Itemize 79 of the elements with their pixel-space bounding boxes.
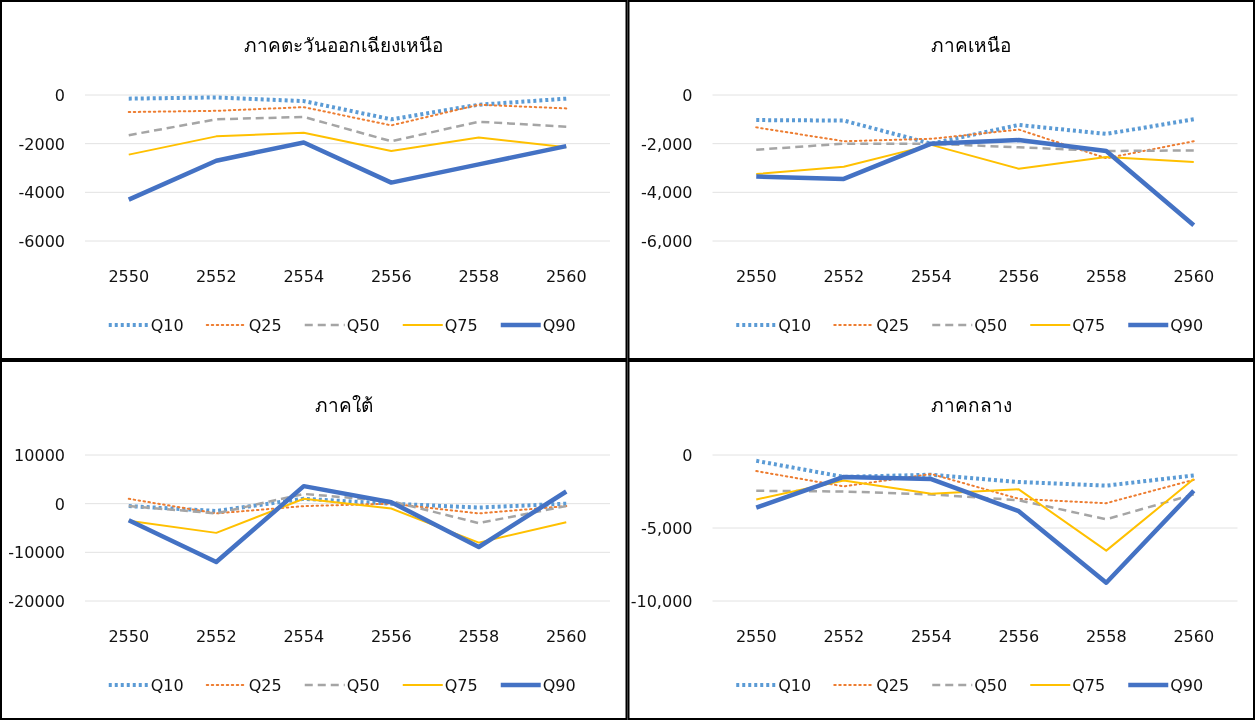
x-tick-label: 2558	[458, 627, 500, 646]
y-tick-label: -6,000	[640, 232, 693, 251]
legend-label: Q50	[974, 676, 1008, 695]
legend-label: Q25	[876, 316, 910, 335]
x-tick-label: 2558	[1085, 267, 1127, 286]
legend-label: Q90	[1170, 676, 1204, 695]
x-tick-label: 2560	[545, 267, 587, 286]
legend-label: Q75	[444, 316, 478, 335]
x-tick-label: 2556	[998, 267, 1040, 286]
legend-label: Q50	[346, 316, 380, 335]
legend-label: Q90	[1170, 316, 1204, 335]
legend-label: Q10	[150, 316, 184, 335]
line-series	[754, 117, 1196, 146]
line-series	[127, 492, 568, 525]
line-series	[755, 143, 1195, 176]
y-tick-label: 0	[54, 86, 65, 105]
legend-label: Q50	[974, 316, 1008, 335]
y-tick-label: -2000	[18, 134, 65, 154]
x-tick-label: 2554	[910, 627, 952, 646]
line-series	[754, 137, 1196, 228]
y-tick-label: 0	[682, 86, 693, 105]
x-tick-label: 2556	[998, 627, 1040, 646]
legend-label: Q75	[1072, 316, 1106, 335]
line-series	[755, 142, 1195, 153]
x-tick-label: 2554	[283, 267, 325, 286]
legend-label: Q50	[346, 676, 380, 695]
x-tick-label: 2552	[195, 627, 237, 646]
line-series	[755, 489, 1195, 521]
y-tick-label: -10000	[8, 543, 65, 563]
x-tick-label: 2554	[910, 267, 952, 286]
legend-label: Q25	[876, 676, 910, 695]
x-tick-label: 2558	[458, 267, 500, 286]
line-series	[126, 140, 569, 202]
legend-label: Q90	[542, 316, 576, 335]
line-series	[755, 470, 1195, 505]
y-tick-label: -2,000	[640, 134, 693, 154]
legend-label: Q25	[248, 316, 282, 335]
y-tick-label: 0	[54, 494, 65, 514]
line-series	[755, 478, 1195, 552]
x-tick-label: 2552	[823, 267, 865, 286]
y-tick-label: -10,000	[630, 592, 693, 611]
y-tick-label: 0	[682, 446, 693, 465]
x-tick-label: 2552	[823, 627, 865, 646]
line-series	[127, 115, 568, 143]
x-tick-label: 2556	[370, 267, 412, 286]
y-tick-label: -6000	[18, 232, 65, 251]
x-tick-label: 2560	[545, 627, 587, 646]
x-tick-label: 2556	[370, 627, 412, 646]
line-series	[754, 458, 1196, 488]
x-tick-label: 2550	[108, 627, 150, 646]
legend-label: Q10	[150, 676, 184, 695]
line-series	[126, 483, 569, 565]
line-series	[127, 103, 568, 127]
chart-title: ภาคเหนือ	[931, 34, 1012, 56]
x-tick-label: 2560	[1173, 267, 1215, 286]
x-tick-label: 2558	[1085, 627, 1127, 646]
legend-label: Q10	[778, 316, 812, 335]
chart-title: ภาคตะวันออกเฉียงเหนือ	[244, 34, 444, 56]
x-tick-label: 2550	[735, 627, 777, 646]
x-tick-label: 2554	[283, 627, 325, 646]
legend-label: Q10	[778, 676, 812, 695]
legend-label: Q25	[248, 676, 282, 695]
x-tick-label: 2552	[195, 267, 237, 286]
legend-label: Q75	[444, 676, 478, 695]
x-tick-label: 2560	[1173, 627, 1215, 646]
y-tick-label: -5,000	[640, 519, 693, 538]
chart-title: ภาคกลาง	[930, 394, 1012, 416]
line-series	[754, 474, 1196, 585]
line-series	[126, 95, 569, 122]
chart-title: ภาคใต้	[314, 394, 373, 416]
y-tick-label: -20000	[8, 592, 65, 611]
line-series	[755, 126, 1195, 160]
y-tick-label: -4,000	[640, 183, 693, 203]
x-tick-label: 2550	[735, 267, 777, 286]
y-tick-label: 10000	[14, 446, 65, 465]
y-tick-label: -4000	[18, 183, 65, 203]
legend-label: Q90	[542, 676, 576, 695]
legend-label: Q75	[1072, 676, 1106, 695]
x-tick-label: 2550	[108, 267, 150, 286]
